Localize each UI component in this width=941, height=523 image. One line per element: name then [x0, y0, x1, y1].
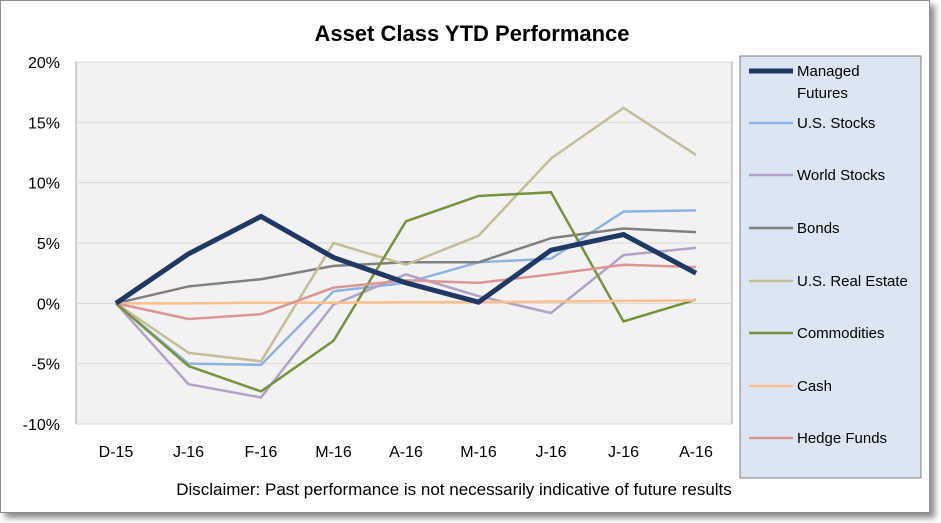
y-axis-ticks: -10% -5% 0% 5% 10% 15% 20%: [23, 55, 60, 434]
legend-label: U.S. Stocks: [797, 115, 875, 132]
chart-title: Asset Class YTD Performance: [314, 21, 629, 46]
x-tick-label: M-16: [315, 444, 352, 461]
legend-label: Managed: [797, 63, 860, 80]
x-tick-label: M-16: [460, 444, 497, 461]
legend-label: Cash: [797, 378, 832, 395]
legend-entries: Managed Futures U.S. Stocks World Stocks Bon…: [749, 63, 908, 447]
legend-label: Hedge Funds: [797, 430, 887, 447]
y-tick-label: -10%: [23, 417, 60, 434]
disclaimer-text: Disclaimer: Past performance is not nece…: [176, 480, 732, 499]
x-tick-label: J-16: [535, 444, 566, 461]
x-tick-label: J-16: [173, 444, 204, 461]
legend-label: Commodities: [797, 325, 885, 342]
y-tick-label: 0%: [37, 296, 60, 313]
y-tick-label: 5%: [37, 236, 60, 253]
x-tick-label: A-16: [389, 444, 423, 461]
legend: [739, 55, 922, 479]
y-tick-label: 10%: [28, 176, 60, 193]
legend-label: Futures: [797, 85, 848, 102]
legend-label: U.S. Real Estate: [797, 273, 908, 290]
x-axis-ticks: D-15 J-16 F-16 M-16 A-16 M-16 J-16 J-16 A-16: [99, 444, 713, 461]
x-tick-label: F-16: [245, 444, 278, 461]
series-lines: [114, 106, 698, 399]
y-tick-label: 20%: [28, 55, 60, 72]
x-tick-label: D-15: [99, 444, 134, 461]
legend-label: World Stocks: [797, 167, 885, 184]
y-tick-label: -5%: [32, 357, 60, 374]
y-tick-label: 15%: [28, 115, 60, 132]
x-tick-label: J-16: [608, 444, 639, 461]
legend-label: Bonds: [797, 220, 840, 237]
x-tick-label: A-16: [679, 444, 713, 461]
